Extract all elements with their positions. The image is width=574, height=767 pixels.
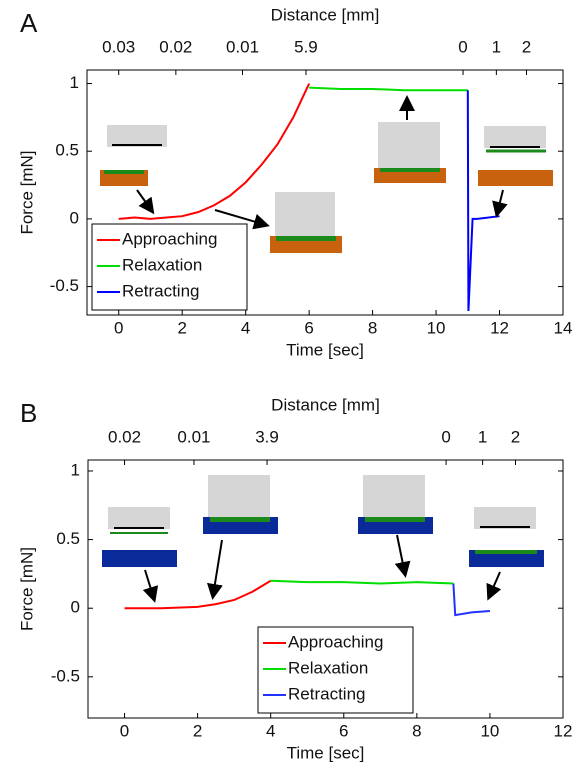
x-tick-label: 2 [177, 318, 186, 337]
top-tick-label: 0 [441, 427, 450, 446]
x-tick-label: 8 [412, 721, 421, 740]
top-tick-label: 3.9 [255, 427, 279, 446]
top-tick-label: 0 [458, 37, 467, 56]
top-tick-label: 1 [478, 427, 487, 446]
panel-label: B [20, 398, 37, 428]
y-tick-label: 0.5 [55, 141, 79, 160]
series-line [270, 579, 454, 585]
top-tick-label: 2 [511, 427, 520, 446]
x-tick-label: 0 [114, 318, 123, 337]
x-tick-label: 6 [304, 318, 313, 337]
y-tick-label: 0 [70, 208, 79, 227]
y-axis-label: Force [mN] [17, 547, 36, 631]
top-axis-label: Distance [mm] [271, 5, 380, 24]
x-tick-label: 4 [266, 721, 275, 740]
x-tick-label: 14 [554, 318, 573, 337]
x-axis-label: Time [sec] [287, 743, 365, 762]
x-axis-label: Time [sec] [286, 340, 364, 359]
top-axis-label: Distance [mm] [271, 395, 380, 414]
top-tick-label: 0.03 [102, 37, 135, 56]
insets-a [100, 95, 553, 253]
legend-label: Relaxation [122, 255, 202, 274]
legend-label: Relaxation [288, 658, 368, 677]
top-tick-label: 2 [522, 37, 531, 56]
series-line [309, 86, 468, 92]
x-tick-label: 12 [490, 318, 509, 337]
x-tick-label: 4 [241, 318, 250, 337]
legend-label: Approaching [288, 632, 383, 651]
y-axis-label: Force [mN] [17, 150, 36, 234]
y-tick-label: -0.5 [51, 666, 80, 685]
x-tick-label: 6 [339, 721, 348, 740]
x-tick-label: 2 [193, 721, 202, 740]
legend-label: Retracting [122, 281, 199, 300]
series-line [124, 579, 272, 610]
series-line [118, 83, 311, 220]
series-line [452, 583, 490, 617]
legend-label: Retracting [288, 684, 365, 703]
series-line [466, 90, 500, 311]
y-tick-label: 0 [71, 598, 80, 617]
panel-label: A [20, 8, 38, 38]
x-tick-label: 8 [368, 318, 377, 337]
y-tick-label: 1 [70, 73, 79, 92]
legend-label: Approaching [122, 229, 217, 248]
plot-frame [87, 459, 564, 719]
x-tick-label: 12 [554, 721, 573, 740]
y-tick-label: 1 [71, 460, 80, 479]
top-tick-label: 0.01 [226, 37, 259, 56]
top-tick-label: 0.02 [108, 427, 141, 446]
x-tick-label: 10 [427, 318, 446, 337]
y-tick-label: 0.5 [56, 529, 80, 548]
x-tick-label: 10 [480, 721, 499, 740]
insets-b [102, 475, 544, 603]
y-tick-label: -0.5 [50, 276, 79, 295]
top-tick-label: 5.9 [294, 37, 318, 56]
x-tick-label: 0 [120, 721, 129, 740]
plot-frame [86, 69, 564, 316]
top-tick-label: 0.01 [177, 427, 210, 446]
top-tick-label: 1 [492, 37, 501, 56]
top-tick-label: 0.02 [159, 37, 192, 56]
